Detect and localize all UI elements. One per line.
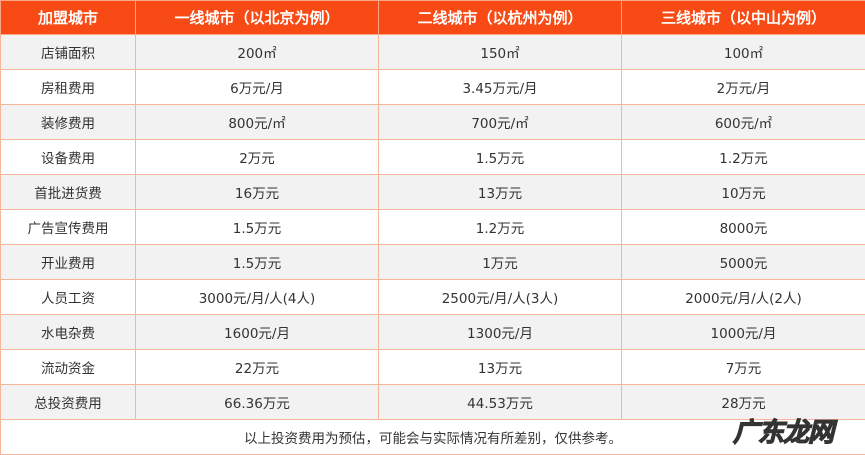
cell-tier1: 200㎡	[135, 34, 379, 70]
table-row: 广告宣传费用 1.5万元 1.2万元 8000元	[0, 209, 865, 245]
cell-tier2: 13万元	[378, 174, 622, 210]
cell-tier2: 44.53万元	[378, 384, 622, 420]
cell-tier3: 600元/㎡	[621, 104, 865, 140]
cell-tier3: 7万元	[621, 349, 865, 385]
cell-tier3: 100㎡	[621, 34, 865, 70]
row-label: 店铺面积	[0, 34, 136, 70]
row-label: 总投资费用	[0, 384, 136, 420]
header-city: 加盟城市	[0, 0, 136, 35]
row-label: 人员工资	[0, 279, 136, 315]
cell-tier1: 66.36万元	[135, 384, 379, 420]
cell-tier2: 13万元	[378, 349, 622, 385]
header-row: 加盟城市 一线城市（以北京为例） 二线城市（以杭州为例） 三线城市（以中山为例）	[0, 0, 865, 35]
row-label: 房租费用	[0, 69, 136, 105]
cell-tier2: 2500元/月/人(3人)	[378, 279, 622, 315]
cell-tier1: 1.5万元	[135, 244, 379, 280]
table-row: 开业费用 1.5万元 1万元 5000元	[0, 244, 865, 280]
row-label: 设备费用	[0, 139, 136, 175]
cell-tier3: 5000元	[621, 244, 865, 280]
disclaimer-note: 以上投资费用为预估，可能会与实际情况有所差别，仅供参考。	[0, 419, 865, 455]
cell-tier3: 1.2万元	[621, 139, 865, 175]
row-label: 流动资金	[0, 349, 136, 385]
cell-tier1: 1.5万元	[135, 209, 379, 245]
cell-tier1: 2万元	[135, 139, 379, 175]
header-tier2: 二线城市（以杭州为例）	[378, 0, 622, 35]
cell-tier2: 1.5万元	[378, 139, 622, 175]
cell-tier2: 1300元/月	[378, 314, 622, 350]
cell-tier2: 700元/㎡	[378, 104, 622, 140]
cell-tier3: 2万元/月	[621, 69, 865, 105]
table-row: 水电杂费 1600元/月 1300元/月 1000元/月	[0, 314, 865, 350]
row-label: 广告宣传费用	[0, 209, 136, 245]
cell-tier3: 1000元/月	[621, 314, 865, 350]
watermark-logo: 广东龙网	[732, 417, 834, 448]
table-row: 人员工资 3000元/月/人(4人) 2500元/月/人(3人) 2000元/月…	[0, 279, 865, 315]
row-label: 装修费用	[0, 104, 136, 140]
cell-tier1: 800元/㎡	[135, 104, 379, 140]
cell-tier3: 8000元	[621, 209, 865, 245]
table-row: 装修费用 800元/㎡ 700元/㎡ 600元/㎡	[0, 104, 865, 140]
table-row: 流动资金 22万元 13万元 7万元	[0, 349, 865, 385]
header-tier1: 一线城市（以北京为例）	[135, 0, 379, 35]
table-row: 房租费用 6万元/月 3.45万元/月 2万元/月	[0, 69, 865, 105]
row-label: 水电杂费	[0, 314, 136, 350]
row-label: 首批进货费	[0, 174, 136, 210]
table-row: 首批进货费 16万元 13万元 10万元	[0, 174, 865, 210]
cell-tier3: 28万元	[621, 384, 865, 420]
cell-tier3: 2000元/月/人(2人)	[621, 279, 865, 315]
table-row: 设备费用 2万元 1.5万元 1.2万元	[0, 139, 865, 175]
cell-tier2: 150㎡	[378, 34, 622, 70]
cell-tier1: 6万元/月	[135, 69, 379, 105]
cell-tier1: 22万元	[135, 349, 379, 385]
cell-tier1: 3000元/月/人(4人)	[135, 279, 379, 315]
cell-tier2: 3.45万元/月	[378, 69, 622, 105]
cell-tier3: 10万元	[621, 174, 865, 210]
cell-tier2: 1.2万元	[378, 209, 622, 245]
cell-tier1: 16万元	[135, 174, 379, 210]
header-tier3: 三线城市（以中山为例）	[621, 0, 865, 35]
cell-tier2: 1万元	[378, 244, 622, 280]
cell-tier1: 1600元/月	[135, 314, 379, 350]
row-label: 开业费用	[0, 244, 136, 280]
table-row: 店铺面积 200㎡ 150㎡ 100㎡	[0, 34, 865, 70]
table-row: 总投资费用 66.36万元 44.53万元 28万元	[0, 384, 865, 420]
note-row: 以上投资费用为预估，可能会与实际情况有所差别，仅供参考。	[0, 419, 865, 455]
